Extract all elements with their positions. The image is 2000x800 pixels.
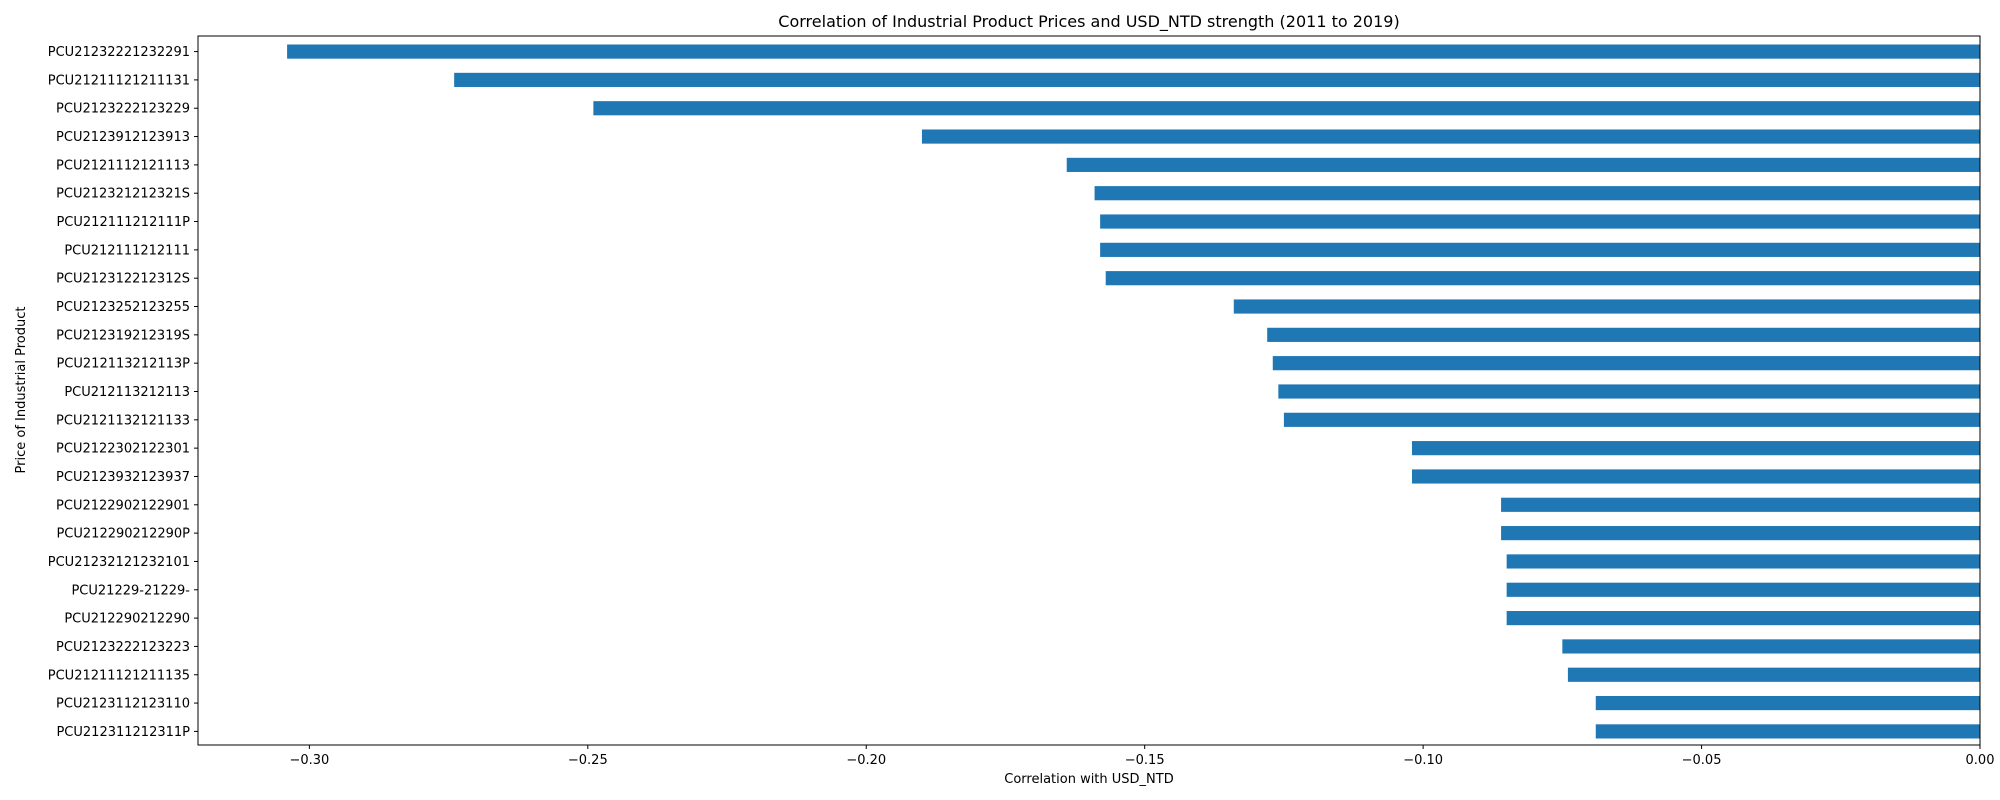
bar bbox=[1100, 242, 1980, 257]
y-tick-label: PCU21211121211131 bbox=[48, 73, 190, 88]
y-tick-label: PCU212312212312S bbox=[56, 272, 190, 287]
y-tick-label: PCU2122302122301 bbox=[56, 442, 190, 457]
y-tick-label: PCU2123932123937 bbox=[56, 470, 190, 485]
bar bbox=[287, 44, 1981, 59]
bar bbox=[1595, 724, 1980, 739]
y-tick-label: PCU212111212111 bbox=[64, 243, 190, 258]
y-tick-label: PCU212321212321S bbox=[56, 187, 190, 202]
bar bbox=[1066, 157, 1980, 172]
y-tick-label: PCU2123912123913 bbox=[56, 130, 190, 145]
bar bbox=[1283, 412, 1980, 427]
bar bbox=[1100, 214, 1980, 229]
x-tick-label: −0.25 bbox=[568, 753, 608, 768]
y-tick-label: PCU21232221232291 bbox=[48, 45, 190, 60]
bar bbox=[1506, 611, 1980, 626]
x-tick-label: −0.15 bbox=[1125, 753, 1165, 768]
x-tick-label: −0.30 bbox=[289, 753, 329, 768]
y-tick-label: PCU212311212311P bbox=[56, 725, 190, 740]
y-tick-label: PCU2123112123110 bbox=[56, 697, 190, 712]
x-axis: −0.30 −0.25 −0.20 −0.15 −0.10 −0.05 0.00 bbox=[289, 745, 1994, 768]
bar bbox=[1506, 582, 1980, 597]
x-tick-label: 0.00 bbox=[1966, 753, 1995, 768]
bar bbox=[1105, 271, 1980, 286]
bar bbox=[1411, 469, 1980, 484]
y-tick-label: PCU212111212111P bbox=[56, 215, 190, 230]
y-tick-label: PCU212319212319S bbox=[56, 328, 190, 343]
bar bbox=[1506, 554, 1980, 569]
y-tick-label: PCU2123252123255 bbox=[56, 300, 190, 315]
bar bbox=[1272, 356, 1980, 371]
y-axis: PCU21232221232291 PCU21211121211131 PCU212… bbox=[48, 45, 198, 740]
y-axis-label: Price of Industrial Product bbox=[14, 307, 29, 474]
bar bbox=[1233, 299, 1980, 314]
x-tick-label: −0.05 bbox=[1682, 753, 1722, 768]
y-tick-label: PCU21232121232101 bbox=[48, 555, 190, 570]
bar bbox=[1501, 497, 1980, 512]
bar bbox=[1562, 639, 1980, 654]
bar bbox=[1567, 667, 1980, 682]
y-tick-label: PCU212290212290 bbox=[64, 612, 190, 627]
bar bbox=[1267, 327, 1980, 342]
plot-frame bbox=[197, 35, 1981, 746]
y-tick-label: PCU2121112121113 bbox=[56, 158, 190, 173]
y-tick-label: PCU2121132121133 bbox=[56, 413, 190, 428]
bar bbox=[1411, 441, 1980, 456]
bar bbox=[454, 72, 1981, 87]
bar bbox=[1278, 384, 1980, 399]
bar bbox=[1094, 186, 1980, 201]
bars-group bbox=[287, 44, 1981, 739]
bar bbox=[921, 129, 1980, 144]
y-tick-label: PCU2123222123229 bbox=[56, 102, 190, 117]
x-tick-label: −0.10 bbox=[1403, 753, 1443, 768]
chart-title: Correlation of Industrial Product Prices… bbox=[778, 12, 1399, 32]
bar bbox=[1501, 526, 1980, 541]
x-tick-label: −0.20 bbox=[846, 753, 886, 768]
y-tick-label: PCU2123222123223 bbox=[56, 640, 190, 655]
y-tick-label: PCU21211121211135 bbox=[48, 668, 190, 683]
y-tick-label: PCU212113212113P bbox=[56, 357, 190, 372]
y-tick-label: PCU2122902122901 bbox=[56, 498, 190, 513]
bar bbox=[593, 101, 1980, 116]
bar bbox=[1595, 695, 1980, 711]
y-tick-label: PCU212290212290P bbox=[56, 527, 190, 542]
y-tick-label: PCU21229-21229- bbox=[71, 583, 190, 598]
x-axis-label: Correlation with USD_NTD bbox=[1004, 772, 1173, 787]
y-tick-label: PCU212113212113 bbox=[64, 385, 190, 400]
